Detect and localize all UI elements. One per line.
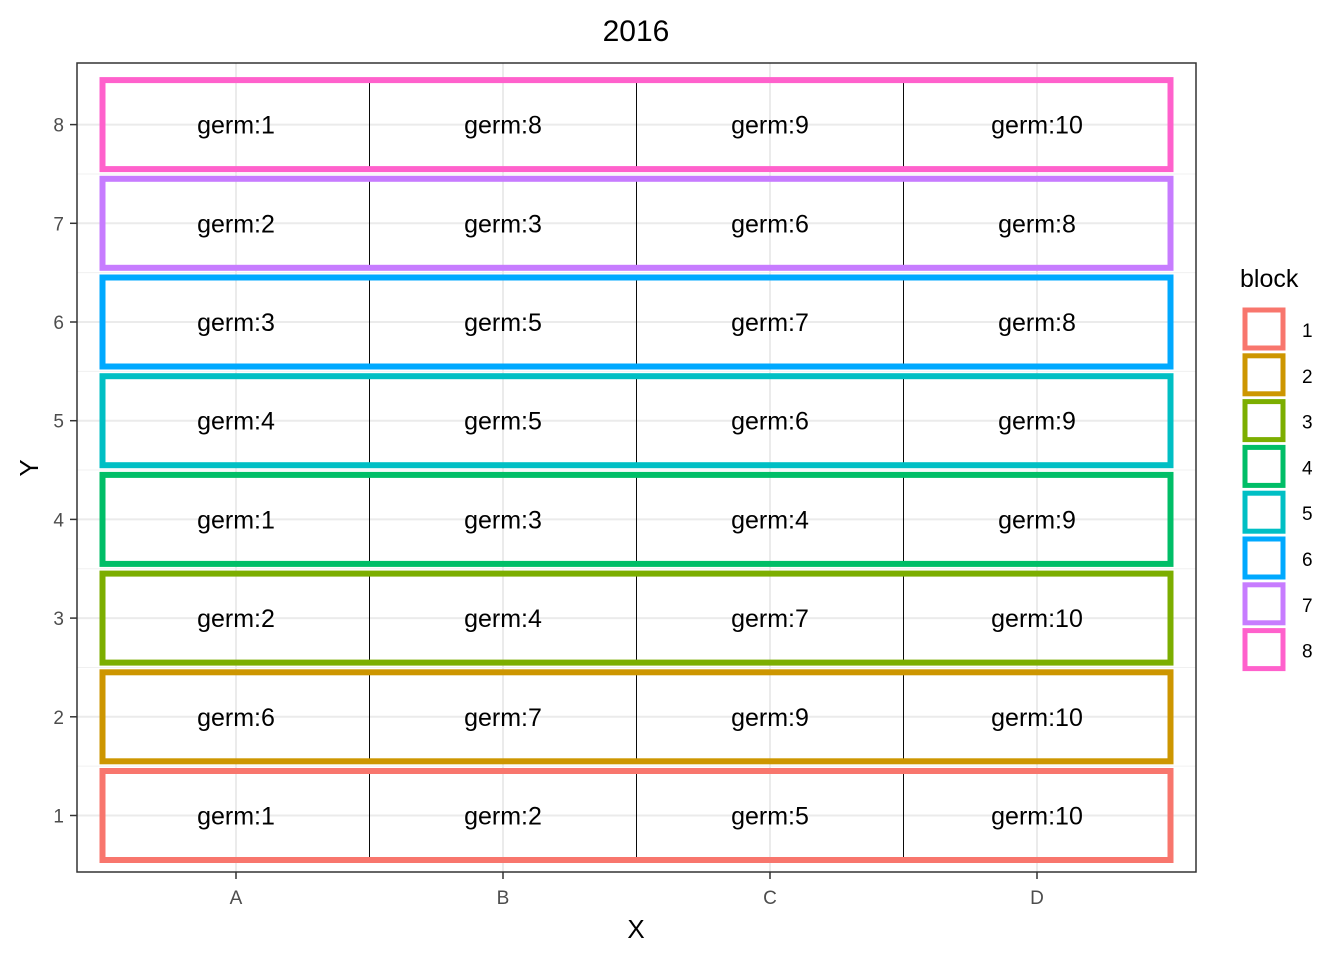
y-tick-label: 3 bbox=[53, 609, 64, 630]
legend-label: 6 bbox=[1302, 550, 1313, 571]
cell-label: germ:9 bbox=[731, 112, 809, 140]
cell-label: germ:7 bbox=[731, 309, 809, 337]
block-outline-2 bbox=[99, 669, 1174, 765]
cell-label: germ:3 bbox=[464, 506, 542, 534]
cell-label: germ:2 bbox=[464, 803, 542, 831]
legend-label: 7 bbox=[1302, 596, 1313, 617]
cell-label: germ:5 bbox=[464, 309, 542, 337]
y-tick-label: 4 bbox=[53, 510, 64, 531]
legend-label: 3 bbox=[1302, 413, 1313, 434]
x-axis-title: X bbox=[627, 914, 644, 944]
block-outline-4 bbox=[99, 471, 1174, 567]
cell-label: germ:6 bbox=[197, 704, 275, 732]
cell-label: germ:1 bbox=[197, 803, 275, 831]
block-outline-7 bbox=[99, 175, 1174, 271]
block-outline-1 bbox=[99, 768, 1174, 863]
legend-label: 2 bbox=[1302, 367, 1313, 388]
cell-label: germ:7 bbox=[464, 704, 542, 732]
plot-panel: germ:1 germ:2 germ:5 germ:10 germ:6 germ:7 ger… bbox=[53, 62, 1197, 909]
legend: block 1 2 3 4 5 6 7 8 bbox=[1240, 265, 1313, 672]
legend-key-2 bbox=[1242, 353, 1286, 397]
legend-key-3 bbox=[1242, 399, 1286, 443]
y-tick-label: 8 bbox=[53, 116, 64, 137]
cell-label: germ:8 bbox=[998, 210, 1076, 238]
cell-label: germ:9 bbox=[998, 408, 1076, 436]
cell-label: germ:2 bbox=[197, 210, 275, 238]
cell-label: germ:7 bbox=[731, 605, 809, 633]
y-tick-label: 5 bbox=[53, 412, 64, 433]
x-tick-label: D bbox=[1030, 888, 1044, 909]
panel-border bbox=[76, 62, 1197, 873]
legend-title: block bbox=[1240, 265, 1299, 293]
cell-label: germ:8 bbox=[998, 309, 1076, 337]
cell-label: germ:1 bbox=[197, 112, 275, 140]
x-tick-label: A bbox=[230, 888, 243, 909]
legend-label: 5 bbox=[1302, 504, 1313, 525]
legend-key-7 bbox=[1242, 582, 1286, 626]
cell-label: germ:1 bbox=[197, 506, 275, 534]
cell-label: germ:4 bbox=[731, 506, 809, 534]
cell-label: germ:8 bbox=[464, 112, 542, 140]
cell-label: germ:10 bbox=[991, 605, 1083, 633]
cell-label: germ:6 bbox=[731, 408, 809, 436]
cell-label: germ:6 bbox=[731, 210, 809, 238]
y-axis-title: Y bbox=[14, 459, 44, 476]
y-tick-label: 6 bbox=[53, 313, 64, 334]
x-tick-label: B bbox=[497, 888, 510, 909]
cell-label: germ:3 bbox=[197, 309, 275, 337]
cell-label: germ:10 bbox=[991, 803, 1083, 831]
block-outline-6 bbox=[99, 274, 1174, 370]
cell-label: germ:9 bbox=[998, 506, 1076, 534]
legend-key-6 bbox=[1242, 536, 1286, 580]
cell-label: germ:5 bbox=[464, 408, 542, 436]
y-tick-label: 1 bbox=[53, 807, 64, 828]
cell-label: germ:2 bbox=[197, 605, 275, 633]
legend-key-4 bbox=[1242, 444, 1286, 488]
cell-label: germ:10 bbox=[991, 704, 1083, 732]
cell-label: germ:3 bbox=[464, 210, 542, 238]
legend-label: 4 bbox=[1302, 458, 1313, 479]
x-tick-label: C bbox=[763, 888, 777, 909]
legend-label: 1 bbox=[1302, 321, 1313, 342]
block-outline-3 bbox=[99, 570, 1174, 666]
legend-key-1 bbox=[1242, 307, 1286, 351]
legend-key-8 bbox=[1242, 628, 1286, 672]
cell-label: germ:10 bbox=[991, 112, 1083, 140]
y-tick-label: 7 bbox=[53, 214, 64, 235]
cell-label: germ:4 bbox=[197, 408, 275, 436]
legend-label: 8 bbox=[1302, 642, 1313, 663]
block-outline-5 bbox=[99, 373, 1174, 469]
cell-label: germ:9 bbox=[731, 704, 809, 732]
chart-title: 2016 bbox=[603, 15, 670, 48]
y-tick-label: 2 bbox=[53, 708, 64, 729]
legend-key-5 bbox=[1242, 490, 1286, 534]
block-outline-8 bbox=[99, 77, 1174, 173]
cell-label: germ:4 bbox=[464, 605, 542, 633]
cell-label: germ:5 bbox=[731, 803, 809, 831]
